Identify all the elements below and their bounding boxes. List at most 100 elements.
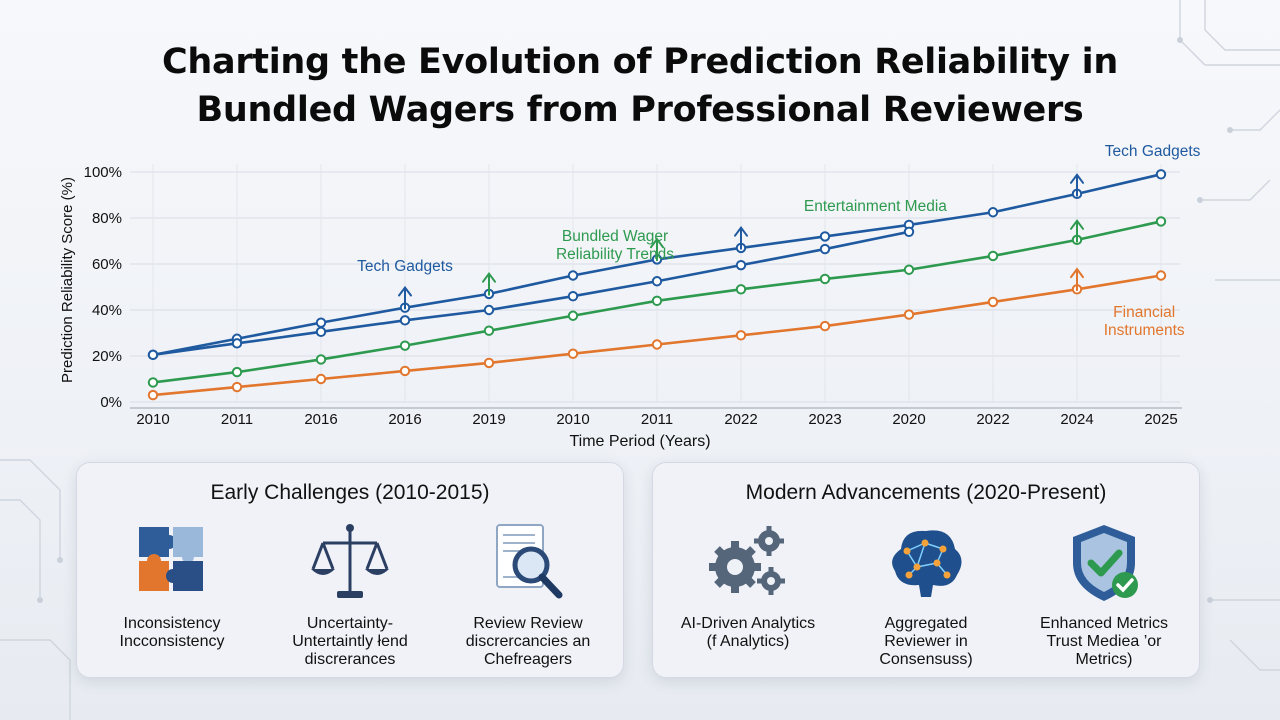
data-point-entertainment <box>483 325 495 336</box>
trend-arrow <box>734 226 748 250</box>
reliability-line-chart: 0% 20% 40% 60% 80% 100% 2010 2011 2016 2016 2019 20… <box>59 143 1201 450</box>
data-point-financial <box>315 373 327 385</box>
trend-arrow <box>650 237 664 262</box>
series-annotation: Tech Gadgets <box>1105 143 1201 160</box>
data-point-entertainment <box>819 273 831 285</box>
data-point-financial <box>147 389 159 401</box>
modern-advancements-title: Modern Advancements (2020-Present) <box>745 481 1107 504</box>
data-point-entertainment <box>651 295 663 306</box>
modern-item-ai-analytics: AI-Driven Analytics (f Analytics) <box>663 519 833 651</box>
modern-item-1-line-1: AI-Driven Analytics <box>680 615 816 632</box>
data-point-tech_lower <box>735 259 747 271</box>
data-point-tech_lower <box>315 326 327 338</box>
series-line-tech_lower <box>152 230 910 357</box>
data-point-entertainment <box>315 354 327 365</box>
shield-check-icon <box>1073 525 1138 601</box>
gears-icon <box>709 526 785 595</box>
data-point-tech_lower <box>903 226 915 238</box>
brain-network-icon <box>892 530 962 597</box>
modern-item-enhanced-metrics: Enhanced Metrics Trust Mediea ’or Metric… <box>1019 519 1189 669</box>
data-point-entertainment <box>987 250 999 262</box>
early-item-uncertainty: Uncertainty- Untertaintly łend discreran… <box>265 519 435 669</box>
data-point-financial <box>819 320 831 332</box>
early-item-1-line-2: Incconsistency <box>119 633 225 650</box>
data-point-entertainment <box>399 340 411 351</box>
x-tick-label: 2010 <box>136 411 169 428</box>
data-point-tech_lower <box>651 276 663 287</box>
title-line-1: Charting the Evolution of Prediction Rel… <box>162 42 1118 82</box>
early-item-inconsistency: Inconsistency Incconsistency <box>87 519 257 651</box>
modern-item-3-line-2: Trust Mediea ’or <box>1046 633 1162 650</box>
early-challenges-title: Early Challenges (2010-2015) <box>210 481 490 504</box>
x-axis-title: Time Period (Years) <box>569 433 710 450</box>
data-point-tech_lower <box>483 304 495 316</box>
x-tick-label: 2025 <box>1144 411 1177 428</box>
early-item-1-line-1: Inconsistency <box>123 615 221 632</box>
data-point-tech_lower <box>147 349 159 361</box>
puzzle-icon <box>139 527 203 591</box>
data-point-financial <box>483 357 495 369</box>
y-tick-label: 80% <box>92 210 122 227</box>
x-tick-label: 2022 <box>724 411 757 428</box>
series-annotation: Bundled Wager <box>562 228 668 245</box>
y-tick-label: 0% <box>100 394 122 411</box>
early-item-2-line-2: Untertaintly łend <box>292 633 408 650</box>
early-item-2-line-3: discrerances <box>304 651 396 668</box>
y-tick-label: 100% <box>84 164 122 181</box>
trend-arrow <box>1070 267 1084 292</box>
data-point-tech_lower <box>231 338 243 349</box>
x-tick-label: 2010 <box>556 411 589 428</box>
data-point-tech_upper <box>987 207 999 218</box>
data-point-financial <box>735 330 747 341</box>
modern-item-3-line-3: Metrics) <box>1075 651 1133 668</box>
data-point-financial <box>987 296 999 308</box>
data-point-tech_lower <box>567 291 579 302</box>
y-tick-label: 60% <box>92 256 122 273</box>
x-tick-label: 2011 <box>221 411 253 428</box>
x-tick-label: 2016 <box>304 411 337 428</box>
series-annotation: Entertainment Media <box>804 198 947 215</box>
data-point-tech_lower <box>819 243 831 255</box>
early-item-3-line-1: Review Review <box>473 615 583 632</box>
early-item-2-line-1: Uncertainty- <box>306 615 394 632</box>
magnifier-document-icon <box>496 524 563 599</box>
series-annotation: Instruments <box>1104 322 1185 339</box>
data-point-tech_upper <box>315 317 327 328</box>
data-point-entertainment <box>1155 216 1167 227</box>
x-tick-label: 2011 <box>641 411 673 428</box>
trend-arrow <box>482 272 496 296</box>
data-point-financial <box>903 309 915 320</box>
modern-item-2-line-2: Reviewer in <box>884 633 968 650</box>
x-tick-label: 2020 <box>892 411 925 428</box>
data-point-entertainment <box>735 284 747 295</box>
data-point-financial <box>1155 270 1167 281</box>
trend-arrow <box>398 285 412 310</box>
title-line-2: Bundled Wagers from Professional Reviewe… <box>196 90 1084 130</box>
x-tick-label: 2023 <box>808 411 841 428</box>
modern-item-2-line-1: Aggregated <box>884 615 968 632</box>
y-tick-label: 40% <box>92 302 122 319</box>
modern-item-2-line-3: Consensuss) <box>879 651 973 668</box>
data-point-financial <box>651 339 663 350</box>
modern-item-1-line-2: (f Analytics) <box>706 633 790 650</box>
data-point-tech_upper <box>1155 169 1167 180</box>
data-point-tech_lower <box>399 315 411 326</box>
scales-icon <box>311 524 389 598</box>
y-axis-title: Prediction Reliability Score (%) <box>59 177 76 383</box>
x-tick-label: 2019 <box>472 411 505 428</box>
modern-advancements-panel: Modern Advancements (2020-Present) <box>652 462 1200 678</box>
data-point-entertainment <box>147 377 159 388</box>
x-tick-label: 2016 <box>388 411 421 428</box>
data-point-tech_upper <box>567 270 579 281</box>
series-annotation: Reliability Trends <box>556 246 674 263</box>
early-item-review: Review Review discrercancies an Chefreag… <box>443 519 613 669</box>
page-title: Charting the Evolution of Prediction Rel… <box>0 38 1280 134</box>
data-point-entertainment <box>231 366 243 378</box>
data-point-financial <box>567 348 579 359</box>
trend-arrow <box>1070 173 1084 197</box>
y-tick-label: 20% <box>92 348 122 365</box>
modern-item-aggregated: Aggregated Reviewer in Consensuss) <box>841 519 1011 669</box>
early-item-3-line-2: discrercancies an <box>465 633 591 650</box>
x-tick-label: 2022 <box>976 411 1009 428</box>
x-tick-label: 2024 <box>1060 411 1093 428</box>
